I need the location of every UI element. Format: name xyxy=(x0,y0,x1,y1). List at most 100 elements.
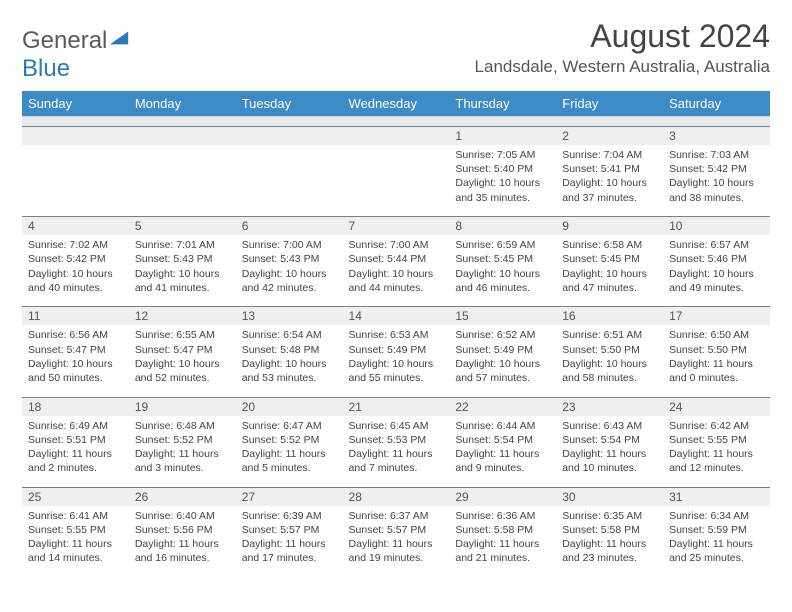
daylight-text: Daylight: 11 hours and 0 minutes. xyxy=(669,357,764,385)
day-header: Saturday xyxy=(663,91,770,117)
sunset-text: Sunset: 5:49 PM xyxy=(455,343,550,357)
day-cell: Sunrise: 6:52 AMSunset: 5:49 PMDaylight:… xyxy=(449,325,556,393)
day-number: 6 xyxy=(236,217,343,236)
sunrise-text: Sunrise: 7:02 AM xyxy=(28,238,123,252)
daylight-text: Daylight: 10 hours and 41 minutes. xyxy=(135,267,230,295)
sunrise-text: Sunrise: 6:57 AM xyxy=(669,238,764,252)
day-number: 14 xyxy=(343,307,450,326)
sunset-text: Sunset: 5:46 PM xyxy=(669,252,764,266)
logo: General Blue xyxy=(22,18,130,83)
sunset-text: Sunset: 5:55 PM xyxy=(669,433,764,447)
day-cell: Sunrise: 6:51 AMSunset: 5:50 PMDaylight:… xyxy=(556,325,663,393)
day-cell: Sunrise: 6:40 AMSunset: 5:56 PMDaylight:… xyxy=(129,506,236,574)
day-cell: Sunrise: 6:54 AMSunset: 5:48 PMDaylight:… xyxy=(236,325,343,393)
day-cell: Sunrise: 7:02 AMSunset: 5:42 PMDaylight:… xyxy=(22,235,129,303)
daylight-text: Daylight: 10 hours and 55 minutes. xyxy=(349,357,444,385)
sunset-text: Sunset: 5:52 PM xyxy=(135,433,230,447)
day-cell: Sunrise: 6:36 AMSunset: 5:58 PMDaylight:… xyxy=(449,506,556,574)
day-number: 21 xyxy=(343,397,450,416)
day-cell: Sunrise: 6:55 AMSunset: 5:47 PMDaylight:… xyxy=(129,325,236,393)
day-cell: Sunrise: 7:03 AMSunset: 5:42 PMDaylight:… xyxy=(663,145,770,213)
day-header: Thursday xyxy=(449,91,556,117)
sunrise-text: Sunrise: 7:05 AM xyxy=(455,148,550,162)
day-number: 27 xyxy=(236,487,343,506)
day-detail-row: Sunrise: 7:05 AMSunset: 5:40 PMDaylight:… xyxy=(22,145,770,213)
sunrise-text: Sunrise: 6:43 AM xyxy=(562,419,657,433)
sunrise-text: Sunrise: 6:50 AM xyxy=(669,328,764,342)
sunrise-text: Sunrise: 6:42 AM xyxy=(669,419,764,433)
daylight-text: Daylight: 10 hours and 40 minutes. xyxy=(28,267,123,295)
sunrise-text: Sunrise: 7:03 AM xyxy=(669,148,764,162)
day-cell: Sunrise: 6:59 AMSunset: 5:45 PMDaylight:… xyxy=(449,235,556,303)
sunrise-text: Sunrise: 6:34 AM xyxy=(669,509,764,523)
day-number: 19 xyxy=(129,397,236,416)
sunrise-text: Sunrise: 6:44 AM xyxy=(455,419,550,433)
day-number: 16 xyxy=(556,307,663,326)
daylight-text: Daylight: 10 hours and 44 minutes. xyxy=(349,267,444,295)
day-number: 18 xyxy=(22,397,129,416)
sunset-text: Sunset: 5:50 PM xyxy=(562,343,657,357)
day-number: 3 xyxy=(663,127,770,146)
sunset-text: Sunset: 5:54 PM xyxy=(562,433,657,447)
sunset-text: Sunset: 5:54 PM xyxy=(455,433,550,447)
day-cell xyxy=(236,145,343,213)
day-cell: Sunrise: 7:04 AMSunset: 5:41 PMDaylight:… xyxy=(556,145,663,213)
logo-text: General Blue xyxy=(22,26,130,83)
sunset-text: Sunset: 5:58 PM xyxy=(455,523,550,537)
sunrise-text: Sunrise: 6:47 AM xyxy=(242,419,337,433)
sunset-text: Sunset: 5:53 PM xyxy=(349,433,444,447)
day-header: Tuesday xyxy=(236,91,343,117)
day-number: 11 xyxy=(22,307,129,326)
day-number: 2 xyxy=(556,127,663,146)
day-detail-row: Sunrise: 6:49 AMSunset: 5:51 PMDaylight:… xyxy=(22,416,770,484)
day-cell: Sunrise: 7:00 AMSunset: 5:43 PMDaylight:… xyxy=(236,235,343,303)
day-number: 26 xyxy=(129,487,236,506)
sunrise-text: Sunrise: 6:55 AM xyxy=(135,328,230,342)
daylight-text: Daylight: 11 hours and 17 minutes. xyxy=(242,537,337,565)
day-number: 24 xyxy=(663,397,770,416)
daylight-text: Daylight: 11 hours and 2 minutes. xyxy=(28,447,123,475)
sunset-text: Sunset: 5:45 PM xyxy=(455,252,550,266)
daylight-text: Daylight: 10 hours and 52 minutes. xyxy=(135,357,230,385)
day-number: 10 xyxy=(663,217,770,236)
title-block: August 2024 Landsdale, Western Australia… xyxy=(475,18,770,77)
day-cell: Sunrise: 6:58 AMSunset: 5:45 PMDaylight:… xyxy=(556,235,663,303)
daylight-text: Daylight: 11 hours and 16 minutes. xyxy=(135,537,230,565)
day-number: 31 xyxy=(663,487,770,506)
sunset-text: Sunset: 5:52 PM xyxy=(242,433,337,447)
sunrise-text: Sunrise: 7:04 AM xyxy=(562,148,657,162)
day-detail-row: Sunrise: 6:41 AMSunset: 5:55 PMDaylight:… xyxy=(22,506,770,574)
sunset-text: Sunset: 5:59 PM xyxy=(669,523,764,537)
sunset-text: Sunset: 5:41 PM xyxy=(562,162,657,176)
daylight-text: Daylight: 10 hours and 50 minutes. xyxy=(28,357,123,385)
day-number-row: 18192021222324 xyxy=(22,397,770,416)
daylight-text: Daylight: 10 hours and 35 minutes. xyxy=(455,176,550,204)
day-number: 20 xyxy=(236,397,343,416)
daylight-text: Daylight: 11 hours and 23 minutes. xyxy=(562,537,657,565)
day-cell: Sunrise: 6:56 AMSunset: 5:47 PMDaylight:… xyxy=(22,325,129,393)
daylight-text: Daylight: 10 hours and 47 minutes. xyxy=(562,267,657,295)
day-number: 12 xyxy=(129,307,236,326)
day-number: 17 xyxy=(663,307,770,326)
sunrise-text: Sunrise: 6:35 AM xyxy=(562,509,657,523)
day-number: 4 xyxy=(22,217,129,236)
day-cell: Sunrise: 6:45 AMSunset: 5:53 PMDaylight:… xyxy=(343,416,450,484)
daylight-text: Daylight: 10 hours and 42 minutes. xyxy=(242,267,337,295)
day-number-row: 25262728293031 xyxy=(22,487,770,506)
sunrise-text: Sunrise: 6:45 AM xyxy=(349,419,444,433)
day-header: Friday xyxy=(556,91,663,117)
day-cell: Sunrise: 6:49 AMSunset: 5:51 PMDaylight:… xyxy=(22,416,129,484)
location-subtitle: Landsdale, Western Australia, Australia xyxy=(475,57,770,77)
day-number: 1 xyxy=(449,127,556,146)
sunset-text: Sunset: 5:57 PM xyxy=(349,523,444,537)
daylight-text: Daylight: 10 hours and 53 minutes. xyxy=(242,357,337,385)
sunrise-text: Sunrise: 6:54 AM xyxy=(242,328,337,342)
daylight-text: Daylight: 10 hours and 57 minutes. xyxy=(455,357,550,385)
day-number: 9 xyxy=(556,217,663,236)
sunrise-text: Sunrise: 6:49 AM xyxy=(28,419,123,433)
day-cell: Sunrise: 6:41 AMSunset: 5:55 PMDaylight:… xyxy=(22,506,129,574)
day-header: Monday xyxy=(129,91,236,117)
sunset-text: Sunset: 5:48 PM xyxy=(242,343,337,357)
day-number: 29 xyxy=(449,487,556,506)
daylight-text: Daylight: 11 hours and 21 minutes. xyxy=(455,537,550,565)
